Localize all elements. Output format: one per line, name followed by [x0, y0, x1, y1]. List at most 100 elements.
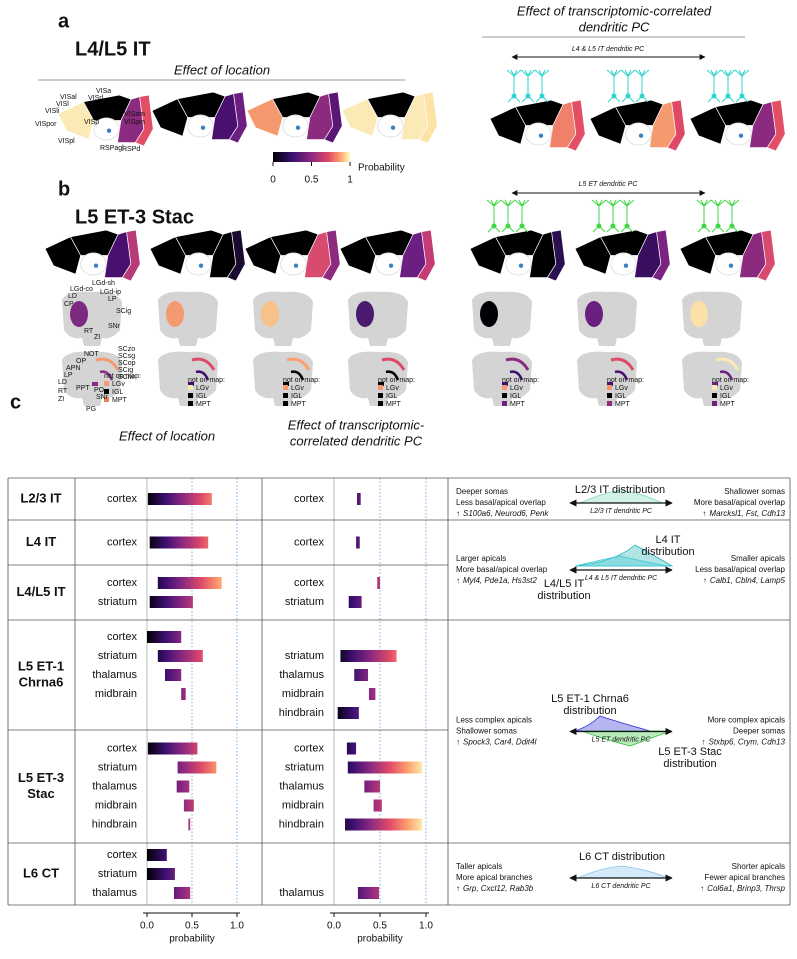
x-axis-label: probability — [357, 934, 403, 945]
coronal-section — [348, 291, 408, 346]
distribution — [574, 715, 651, 732]
coronal-section — [472, 351, 532, 406]
description: Shallower somas — [724, 487, 785, 496]
legend-swatch — [188, 393, 193, 398]
panel-title: L5 ET-3 Stac — [75, 206, 194, 228]
region-fill — [95, 357, 120, 371]
region-label: APN — [66, 365, 80, 372]
range-bar — [373, 799, 382, 812]
row-name: Chrna6 — [19, 674, 64, 689]
region-label: PO — [94, 387, 105, 394]
range-bar — [357, 493, 361, 505]
dendrite — [606, 69, 615, 77]
region-label: thalamus — [92, 887, 137, 899]
legend-swatch — [378, 401, 383, 406]
region-label: hindbrain — [279, 707, 324, 719]
dendrite — [619, 199, 628, 207]
soma-location — [200, 125, 206, 130]
brain-area — [766, 99, 786, 152]
gene-list: ↑ Col6a1, Brinp3, Thrsp — [700, 884, 785, 893]
panel-label: a — [58, 10, 70, 32]
soma — [739, 93, 745, 99]
region-label: thalamus — [279, 887, 324, 899]
flatmap — [489, 99, 586, 152]
range-bar — [165, 669, 182, 681]
legend-swatch — [712, 385, 717, 390]
x-axis-label: probability — [169, 934, 215, 945]
flatmap — [341, 91, 438, 144]
up-arrow: ↑ — [456, 738, 460, 747]
section-outline — [348, 351, 408, 406]
row-name: L6 CT — [23, 865, 59, 880]
soma-location — [728, 263, 734, 268]
legend-item: MPT — [615, 401, 631, 408]
range-bar — [147, 742, 198, 755]
dendrite — [638, 69, 643, 77]
region-label: hindbrain — [92, 818, 137, 830]
dendrite — [700, 199, 705, 207]
brain-area — [689, 106, 727, 145]
neuron-icon — [706, 69, 750, 103]
brain-area — [469, 236, 507, 275]
soma — [596, 223, 602, 229]
legend-swatch — [607, 393, 612, 398]
row-name: L4 IT — [26, 534, 56, 549]
legend-item: LGv — [196, 385, 209, 392]
visp-area — [377, 114, 404, 138]
distribution-label: L4 IT — [655, 534, 680, 546]
region-fill — [607, 382, 613, 386]
row-name: L2/3 IT — [20, 490, 61, 505]
soma-location — [93, 263, 99, 268]
legend-swatch — [283, 385, 288, 390]
visp-area — [610, 252, 637, 276]
dendrite — [741, 69, 750, 77]
pc-axis-label: L2/3 IT dendritic PC — [590, 508, 653, 515]
range-bar — [354, 669, 369, 681]
dendrite — [738, 69, 743, 77]
soma-location — [198, 263, 204, 268]
dendrite — [513, 69, 522, 77]
region-label: SCzo — [118, 346, 135, 353]
genes: Spock3, Car4, Ddit4l — [463, 738, 537, 747]
legend-swatch — [188, 385, 193, 390]
region-fill — [261, 301, 279, 327]
distribution-label: distribution — [563, 705, 616, 717]
description: More apical branches — [456, 873, 532, 882]
section-outline — [472, 351, 532, 406]
soma — [491, 223, 497, 229]
visp-area — [80, 252, 107, 276]
genes: Col6a1, Brinp3, Thrsp — [707, 884, 785, 893]
region-label: ZI — [94, 334, 100, 341]
flatmap — [151, 91, 248, 144]
flatmap — [589, 99, 686, 152]
region-label: RT — [58, 388, 68, 395]
soma-location — [738, 133, 744, 138]
region-label: SCiw — [118, 374, 135, 381]
soma — [729, 223, 735, 229]
flatmap — [689, 99, 786, 152]
up-arrow: ↑ — [456, 509, 460, 518]
legend-item: LGv — [112, 381, 125, 388]
pc-axis-label: L5 ET dendritic PC — [579, 181, 639, 188]
area-label: VISp — [84, 119, 99, 126]
range-bar — [356, 536, 360, 549]
range-bar — [149, 536, 209, 549]
distribution-label: L5 ET-1 Chrna6 — [551, 693, 629, 705]
legend-item: IGL — [510, 393, 521, 400]
coronal-section — [158, 291, 218, 346]
brain-area — [323, 91, 343, 144]
description: Shorter apicals — [732, 862, 785, 871]
legend-item: MPT — [291, 401, 307, 408]
legend-swatch — [188, 401, 193, 406]
soma — [539, 93, 545, 99]
genes: Myl4, Pde1a, Hs3st2 — [463, 576, 537, 585]
region-label: cortex — [294, 493, 324, 505]
region-label: cortex — [107, 536, 137, 548]
soma — [711, 93, 717, 99]
range-bar — [364, 780, 380, 793]
brain-area — [566, 99, 586, 152]
x-tick-label: 0.5 — [185, 921, 199, 932]
distribution-label: distribution — [641, 546, 694, 558]
range-bar — [183, 799, 194, 812]
